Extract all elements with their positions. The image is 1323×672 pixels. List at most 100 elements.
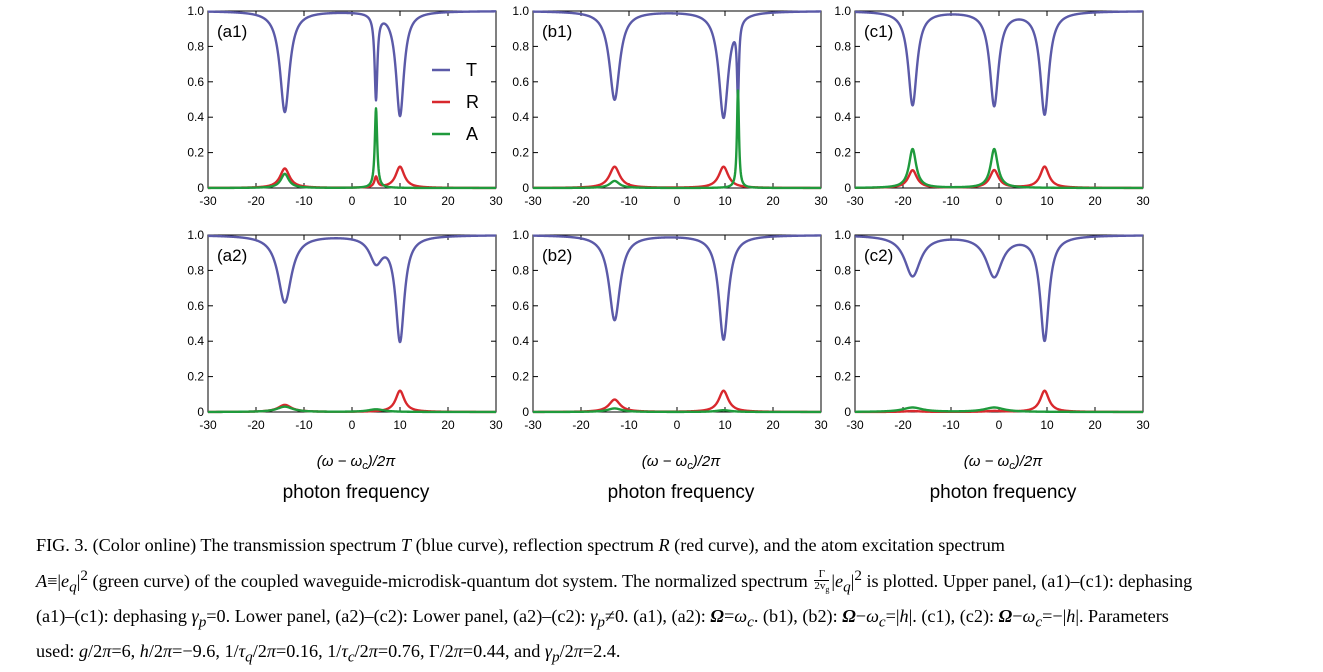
panel-label: (a1) — [217, 22, 247, 41]
series-T — [532, 234, 822, 341]
x-axis-text-label: photon frequency — [283, 482, 430, 503]
y-tick-label: 0.8 — [834, 39, 851, 53]
y-tick-label: 0.2 — [187, 146, 204, 160]
panel-label: (c2) — [864, 246, 893, 265]
x-tick-label: 0 — [674, 194, 681, 208]
series-A — [207, 107, 497, 190]
x-axis-math-label: (ω − ωc)/2π — [964, 453, 1043, 472]
y-tick-label: 1.0 — [512, 4, 529, 18]
panel-b2: 0 0.2 0.4 0.6 0.8 1.0 -30 -20 -10 0 10 20 30 (b2) — [512, 228, 828, 432]
plot-frame — [854, 234, 1144, 413]
series-T — [854, 234, 1144, 343]
x-tick-label: 20 — [1088, 418, 1102, 432]
legend-label-T: T — [466, 60, 477, 80]
caption-fraction: Γ 2vg — [814, 568, 830, 595]
legend-label-R: R — [466, 92, 479, 112]
figure-caption: FIG. 3. (Color online) The transmission … — [36, 535, 1193, 666]
panel-b1: 0 0.2 0.4 0.6 0.8 1.0 -30 -20 -10 0 10 20 30 (b1) — [512, 4, 828, 208]
plot-frame — [854, 10, 1144, 189]
y-tick-label: 0.4 — [187, 110, 204, 124]
x-axis-math-label: (ω − ωc)/2π — [642, 453, 721, 472]
y-tick-label: 0.4 — [512, 334, 529, 348]
series-A — [532, 89, 822, 190]
series-T — [532, 10, 822, 120]
y-tick-label: 0 — [844, 405, 851, 419]
panel-c2: 0 0.2 0.4 0.6 0.8 1.0 -30 -20 -10 0 10 20 30 (c2) — [834, 228, 1150, 432]
y-tick-label: 0 — [522, 405, 529, 419]
plot-frame — [532, 234, 822, 413]
x-tick-label: 30 — [1136, 194, 1150, 208]
x-tick-label: 10 — [718, 418, 732, 432]
plot-frame — [207, 234, 497, 413]
x-tick-label: 10 — [1040, 194, 1054, 208]
y-tick-label: 0 — [844, 181, 851, 195]
series-A — [207, 405, 497, 414]
panel-label: (a2) — [217, 246, 247, 265]
panel-label: (c1) — [864, 22, 893, 41]
y-tick-label: 0.6 — [834, 299, 851, 313]
panel-a1: 0 0.2 0.4 0.6 0.8 1.0 -30 -20 -10 0 10 20 30 (a1) — [187, 4, 503, 208]
x-tick-label: -10 — [295, 194, 313, 208]
series-T — [207, 10, 497, 118]
y-tick-label: 0.2 — [187, 370, 204, 384]
x-tick-label: -20 — [247, 418, 265, 432]
x-tick-label: 20 — [766, 418, 780, 432]
figure-plots: 0 0.2 0.4 0.6 0.8 1.0 -30 -20 -10 0 10 20 30 (a1) 0 0.2… — [187, 4, 1150, 503]
y-tick-label: 0.2 — [512, 370, 529, 384]
x-tick-label: 0 — [349, 194, 356, 208]
y-tick-label: 1.0 — [834, 4, 851, 18]
caption-label: FIG. 3. — [36, 535, 89, 555]
x-tick-label: -20 — [894, 194, 912, 208]
x-tick-label: -30 — [199, 418, 217, 432]
x-tick-label: -20 — [894, 418, 912, 432]
y-tick-label: 1.0 — [512, 228, 529, 242]
y-tick-label: 0.8 — [187, 39, 204, 53]
x-tick-label: 10 — [718, 194, 732, 208]
panel-label: (b2) — [542, 246, 572, 265]
y-tick-label: 0.6 — [512, 299, 529, 313]
x-tick-label: -20 — [247, 194, 265, 208]
panel-c1: 0 0.2 0.4 0.6 0.8 1.0 -30 -20 -10 0 10 20 30 (c1) — [834, 4, 1150, 208]
series-A — [854, 147, 1144, 190]
y-tick-label: 0.2 — [834, 370, 851, 384]
x-tick-label: 0 — [996, 418, 1003, 432]
y-tick-label: 1.0 — [834, 228, 851, 242]
y-tick-label: 0.2 — [834, 146, 851, 160]
y-tick-label: 0.6 — [187, 299, 204, 313]
y-tick-label: 0.8 — [187, 263, 204, 277]
x-tick-label: -10 — [942, 194, 960, 208]
panel-label: (b1) — [542, 22, 572, 41]
y-tick-label: 1.0 — [187, 4, 204, 18]
x-tick-label: 30 — [814, 194, 828, 208]
y-tick-label: 0.6 — [512, 75, 529, 89]
series-T — [854, 10, 1144, 116]
series-A — [532, 407, 822, 414]
y-tick-label: 0.6 — [834, 75, 851, 89]
y-tick-label: 0.4 — [512, 110, 529, 124]
x-tick-label: 20 — [441, 194, 455, 208]
x-tick-label: 0 — [349, 418, 356, 432]
x-tick-label: 0 — [674, 418, 681, 432]
x-tick-label: 20 — [441, 418, 455, 432]
x-axis-text-label: photon frequency — [608, 482, 755, 503]
x-tick-label: 20 — [766, 194, 780, 208]
y-tick-label: 0 — [197, 181, 204, 195]
y-tick-label: 0.8 — [512, 263, 529, 277]
series-T — [207, 234, 497, 344]
y-tick-label: 0 — [522, 181, 529, 195]
x-tick-label: 30 — [489, 194, 503, 208]
plot-frame — [207, 10, 497, 189]
y-tick-label: 0.2 — [512, 146, 529, 160]
x-tick-label: -20 — [572, 418, 590, 432]
y-tick-label: 0.6 — [187, 75, 204, 89]
x-tick-label: -10 — [295, 418, 313, 432]
x-tick-label: 30 — [814, 418, 828, 432]
x-tick-label: 30 — [1136, 418, 1150, 432]
x-tick-label: -30 — [524, 194, 542, 208]
x-tick-label: -30 — [524, 418, 542, 432]
x-tick-label: -20 — [572, 194, 590, 208]
y-tick-label: 1.0 — [187, 228, 204, 242]
y-tick-label: 0.4 — [187, 334, 204, 348]
x-tick-label: -10 — [620, 418, 638, 432]
x-axis-text-label: photon frequency — [930, 482, 1077, 503]
